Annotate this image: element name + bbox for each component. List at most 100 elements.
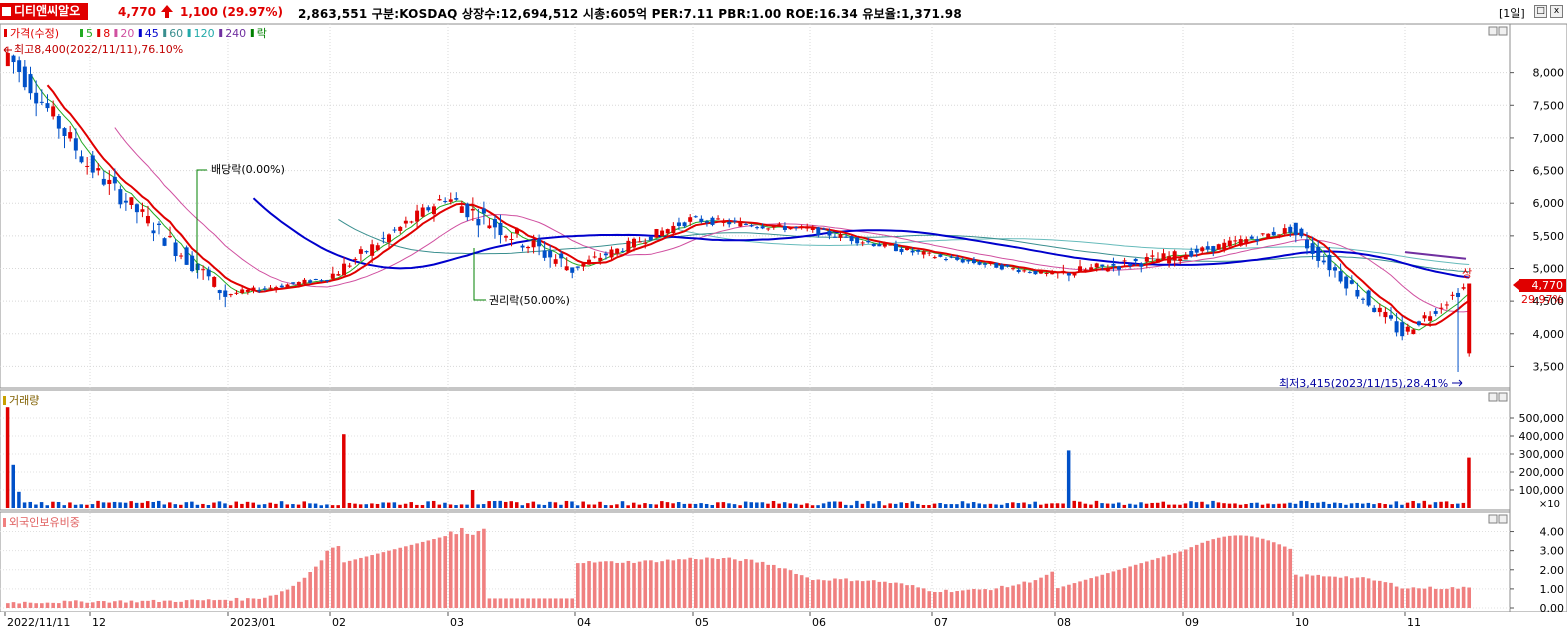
volume-bar — [358, 504, 363, 508]
volume-bar — [268, 502, 272, 508]
stock-name-tab[interactable]: 디티앤씨알오 — [0, 3, 89, 20]
price-tick-label: 4,500 — [1533, 295, 1565, 308]
candle-body — [570, 267, 575, 273]
foreign-ownership-bar — [710, 558, 715, 608]
candle-body — [738, 221, 743, 227]
foreign-ownership-bar — [1422, 588, 1427, 608]
foreign-ownership-bar — [146, 600, 150, 608]
volume-bar — [927, 505, 931, 508]
candle-body — [240, 289, 245, 294]
legend-swatch — [250, 29, 254, 37]
candle-body — [1044, 272, 1049, 274]
foreign-ownership-bar — [179, 601, 183, 608]
foreign-ownership-bar — [1282, 546, 1287, 608]
candle-body — [1216, 244, 1221, 250]
price-tick-label: 7,500 — [1533, 99, 1565, 112]
volume-bar — [448, 504, 453, 508]
foreign-ownership-bar — [140, 600, 145, 608]
volume-bar — [816, 505, 820, 508]
foreign-ownership-bar — [1433, 588, 1438, 608]
volume-bar — [788, 503, 792, 508]
foreign-ownership-bar — [1016, 584, 1021, 608]
foreign-title: 외국인보유비중 — [9, 516, 80, 529]
candle-body — [296, 282, 301, 286]
volume-bar — [1011, 502, 1015, 508]
foreign-ownership-bar — [409, 544, 414, 608]
restore-button[interactable]: □ — [1534, 5, 1547, 18]
candle-body — [1078, 266, 1083, 272]
volume-bar — [1288, 502, 1292, 508]
candlesticks — [5, 46, 1472, 372]
candle-body — [325, 280, 330, 282]
foreign-panel-min-button[interactable] — [1488, 514, 1498, 524]
volume-bar — [1299, 500, 1303, 508]
foreign-ownership-bar — [531, 598, 536, 608]
foreign-ownership-bar — [977, 589, 982, 608]
volume-bar — [353, 503, 357, 508]
stock-select-box[interactable] — [2, 7, 11, 16]
foreign-ownership-bar — [877, 581, 882, 608]
volume-bar — [871, 503, 876, 508]
x-tick-label: 11 — [1407, 616, 1421, 629]
volume-bar — [112, 501, 117, 508]
volume-bar — [520, 505, 525, 508]
candle-body — [1260, 233, 1265, 235]
candle-body — [370, 244, 375, 256]
period-selector[interactable]: [1일] — [1499, 7, 1525, 20]
candle-body — [626, 240, 631, 252]
candle-body — [492, 219, 497, 228]
legend-swatch — [163, 29, 167, 37]
volume-panel-min-button[interactable] — [1488, 392, 1498, 402]
candle-body — [1288, 226, 1293, 233]
candle-body — [1100, 264, 1105, 267]
close-button[interactable]: x — [1550, 5, 1563, 18]
volume-bar — [1183, 503, 1188, 508]
x-tick-label: 08 — [1057, 616, 1071, 629]
foreign-ownership-bar — [1277, 544, 1282, 608]
candle-body — [184, 247, 189, 265]
volume-bar — [1277, 503, 1281, 508]
candle-body — [454, 198, 459, 200]
candle-body — [262, 288, 267, 290]
volume-bar — [262, 504, 267, 508]
foreign-ownership-bar — [1288, 548, 1293, 608]
candle-body — [173, 242, 178, 257]
volume-bar — [771, 500, 776, 508]
candle-body — [643, 242, 648, 244]
foreign-tick-label: 1.00 — [1540, 583, 1565, 596]
candle-body — [134, 204, 139, 213]
candle-body — [313, 278, 318, 280]
candle-body — [268, 287, 273, 289]
volume-bar — [1439, 501, 1443, 508]
volume-bar — [1216, 502, 1221, 508]
price-panel-min-button[interactable] — [1488, 26, 1498, 36]
volume-panel-close-button[interactable] — [1498, 392, 1508, 402]
volume-bar — [392, 502, 397, 508]
rights-annotation: 권리락(50.00%) — [489, 294, 570, 307]
candle-body — [910, 250, 915, 253]
candle-body — [285, 284, 290, 288]
volume-bar — [173, 504, 178, 508]
foreign-ownership-bar — [1022, 581, 1027, 608]
volume-bar — [403, 503, 408, 508]
candle-body — [794, 226, 799, 228]
candle-body — [157, 223, 161, 225]
candle-body — [1238, 239, 1243, 246]
volume-bar — [676, 502, 681, 508]
volume-bar — [145, 501, 150, 508]
foreign-panel-close-button[interactable] — [1498, 514, 1508, 524]
foreign-ownership-bar — [240, 600, 244, 608]
foreign-ownership-bar — [705, 557, 709, 608]
candle-body — [107, 179, 112, 185]
volume-bar — [51, 501, 55, 508]
candle-body — [732, 220, 737, 222]
foreign-ownership-bar — [415, 543, 419, 608]
candle-body — [1016, 269, 1021, 272]
foreign-ownership-bar — [559, 598, 563, 608]
candle-body — [688, 217, 693, 222]
price-panel-close-button[interactable] — [1498, 26, 1508, 36]
candle-body — [342, 263, 347, 276]
candle-body — [575, 266, 580, 268]
foreign-ownership-bar — [1200, 542, 1205, 608]
volume-bar — [195, 504, 200, 508]
